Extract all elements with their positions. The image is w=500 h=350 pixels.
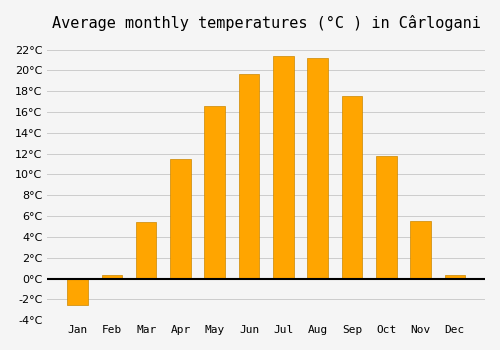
Bar	[170, 159, 190, 279]
Bar	[238, 75, 260, 279]
Bar	[308, 58, 328, 279]
Bar	[376, 156, 396, 279]
Bar	[68, 279, 88, 304]
Bar	[204, 106, 225, 279]
Bar	[410, 221, 431, 279]
Bar	[342, 96, 362, 279]
Bar	[444, 275, 465, 279]
Bar	[136, 222, 156, 279]
Title: Average monthly temperatures (°C ) in Cârlogani: Average monthly temperatures (°C ) in Câ…	[52, 15, 480, 31]
Bar	[102, 275, 122, 279]
Bar	[273, 56, 293, 279]
